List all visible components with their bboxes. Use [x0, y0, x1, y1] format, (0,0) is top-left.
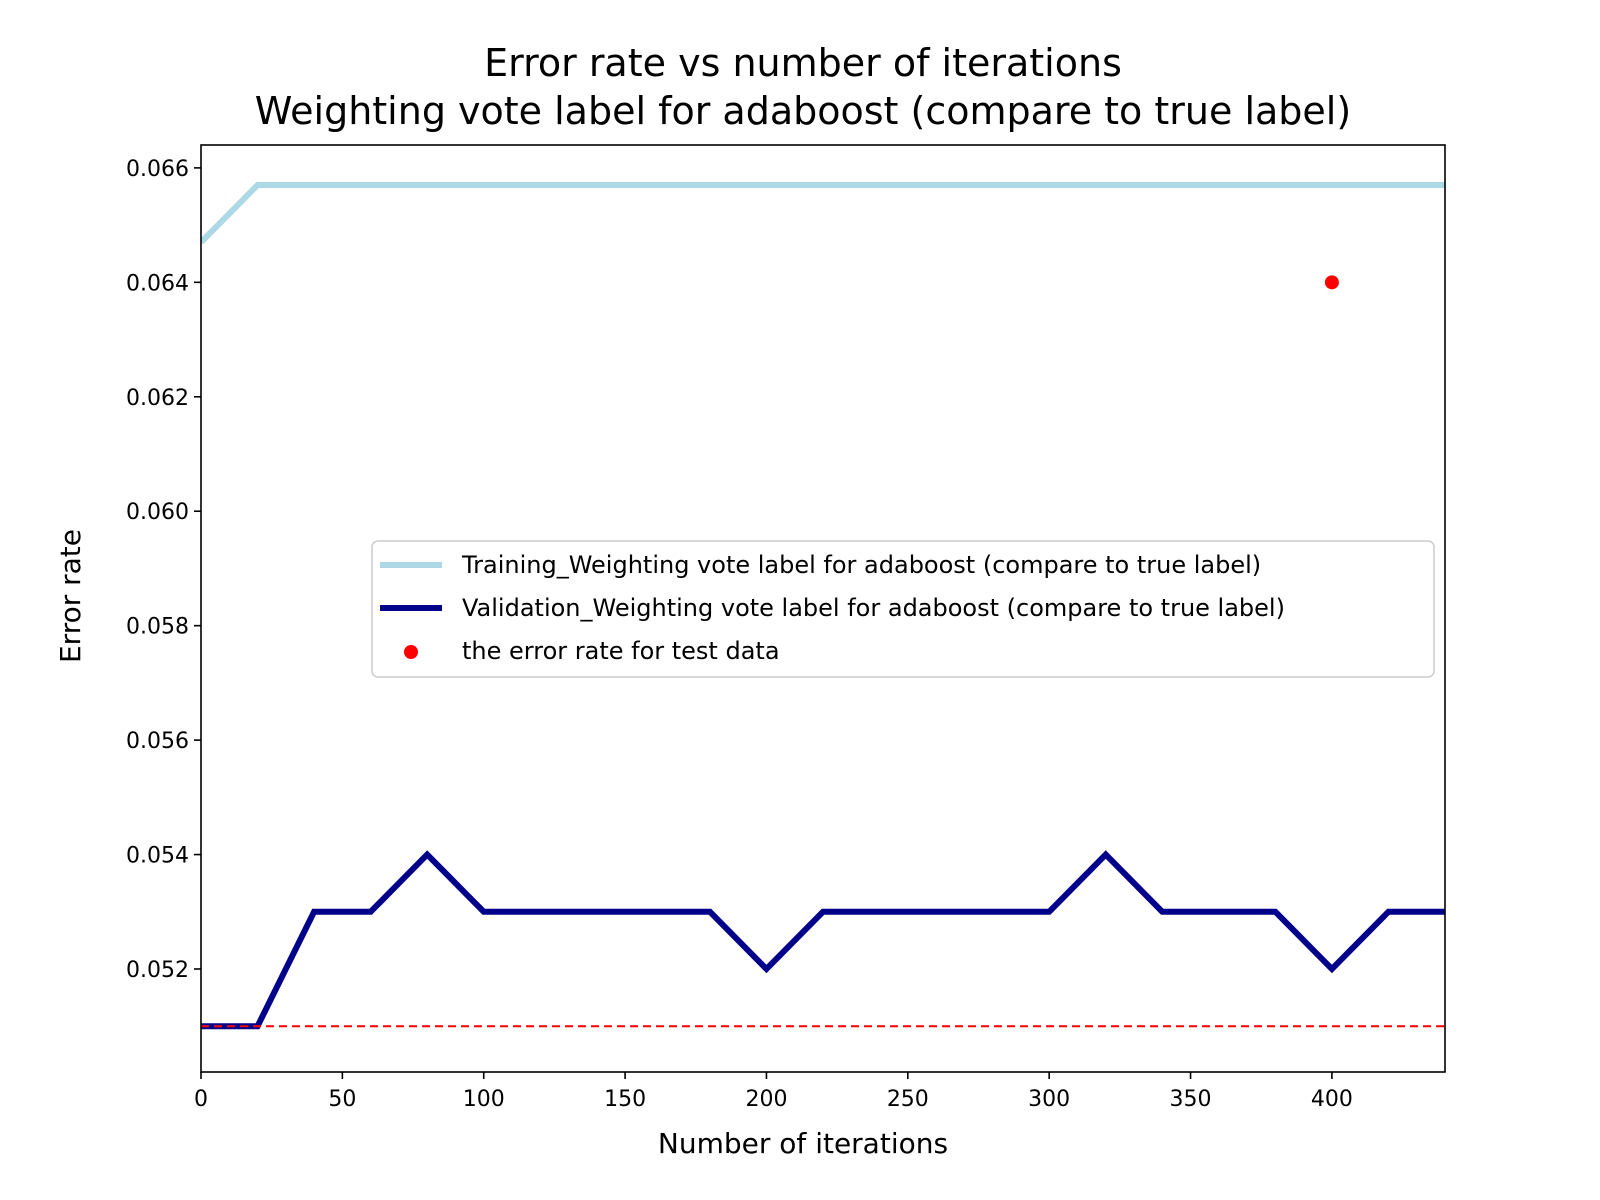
y-tick-label: 0.054 — [126, 844, 189, 869]
plot-frame — [200, 144, 1446, 1073]
test-error-point — [1324, 275, 1339, 290]
y-tick-label: 0.064 — [126, 271, 189, 296]
series-group — [201, 182, 1445, 1030]
chart-title: Error rate vs number of iterations — [484, 41, 1122, 85]
legend-label-validation: Validation_Weighting vote label for adab… — [462, 594, 1285, 622]
x-tick-label: 250 — [887, 1087, 929, 1112]
y-axis-label: Error rate — [54, 529, 87, 663]
x-tick-label: 100 — [463, 1087, 505, 1112]
axis-ticks: 0 50 100 150 200 250 300 350 400 0.052 0.054 0.056 0… — [126, 157, 1353, 1112]
y-tick-label: 0.056 — [126, 729, 189, 754]
y-tick-label: 0.062 — [126, 386, 189, 411]
chart-subtitle: Weighting vote label for adaboost (compa… — [255, 89, 1351, 133]
y-tick-label: 0.060 — [126, 500, 189, 525]
x-axis-label: Number of iterations — [658, 1127, 948, 1160]
x-tick-label: 0 — [194, 1087, 208, 1112]
x-tick-label: 150 — [604, 1087, 646, 1112]
validation-line — [201, 850, 1445, 1030]
y-tick-label: 0.058 — [126, 615, 189, 640]
training-line — [201, 182, 1445, 245]
legend-box — [371, 540, 1435, 678]
x-tick-label: 350 — [1170, 1087, 1212, 1112]
x-tick-label: 50 — [328, 1087, 356, 1112]
legend: Training_Weighting vote label for adaboo… — [371, 540, 1435, 678]
y-tick-label: 0.066 — [126, 157, 189, 182]
legend-swatch-test — [404, 645, 418, 659]
x-tick-label: 200 — [745, 1087, 787, 1112]
x-tick-label: 400 — [1311, 1087, 1353, 1112]
x-tick-label: 300 — [1028, 1087, 1070, 1112]
legend-label-test: the error rate for test data — [462, 637, 780, 665]
legend-label-training: Training_Weighting vote label for adaboo… — [461, 551, 1261, 579]
y-tick-label: 0.052 — [126, 958, 189, 983]
